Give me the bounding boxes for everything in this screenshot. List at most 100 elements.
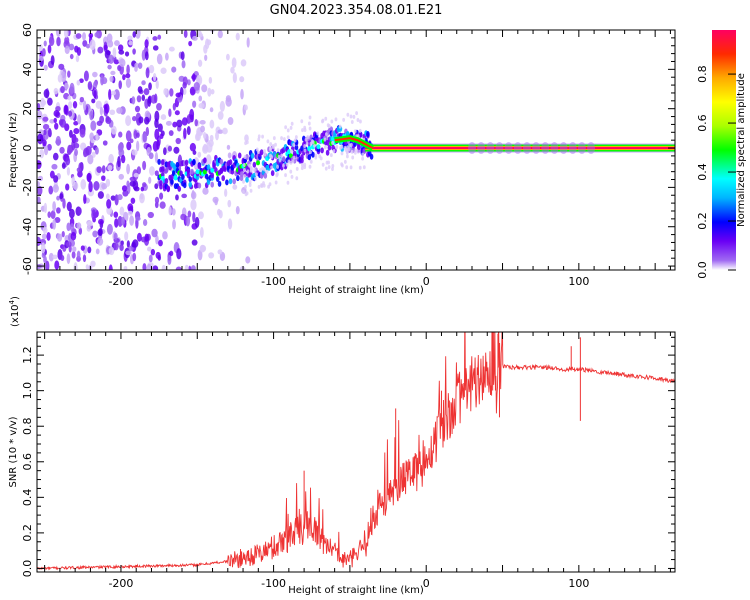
spectrogram-halo-blob: [349, 114, 353, 119]
spectrogram-noise-blob: [126, 141, 132, 151]
spectrogram-noise-blob: [240, 59, 247, 67]
carrier-puff: [577, 142, 586, 155]
spectrogram-noise-blob: [93, 81, 98, 89]
spectrogram-noise-blob: [123, 265, 128, 270]
spectrogram-halo-blob: [332, 148, 336, 153]
spectrogram-noise-blob: [82, 39, 88, 47]
spectrogram-noise-blob: [135, 140, 140, 152]
spectrogram-signal-peak: [202, 169, 207, 175]
spectrogram-noise-blob: [150, 248, 156, 256]
spectrogram-halo-blob: [303, 144, 307, 149]
spectrogram-noise-blob: [95, 133, 99, 141]
spectrogram-signal-blob: [259, 149, 264, 156]
spectrogram-noise-blob: [165, 120, 172, 126]
spectrogram-noise-blob: [56, 36, 61, 47]
spectrogram-noise-blob: [183, 127, 187, 140]
spectrogram-noise-blob: [129, 176, 136, 182]
spectrogram-noise-blob: [120, 154, 126, 164]
spectrogram-noise-blob: [119, 58, 126, 67]
spectrogram-halo-blob: [248, 180, 252, 185]
spectrogram-halo-blob: [265, 169, 269, 174]
spectrogram-noise-blob: [182, 87, 187, 95]
spectrogram-noise-blob: [151, 228, 158, 238]
spectrogram-noise-blob: [107, 165, 113, 171]
spectrogram-noise-blob: [197, 151, 202, 158]
spectrogram-noise-blob: [50, 55, 55, 65]
spectrogram-noise-blob: [182, 82, 187, 89]
spectrogram-halo-blob: [343, 159, 347, 164]
spectrogram-noise-blob: [42, 48, 46, 57]
spectrogram-halo-blob: [355, 111, 358, 116]
spectrogram-noise-blob: [47, 143, 52, 151]
spectrogram-halo-blob: [242, 189, 245, 194]
spectrogram-halo-blob: [249, 168, 253, 173]
spectrogram-noise-blob: [198, 211, 204, 220]
spectrogram-noise-blob: [73, 128, 80, 135]
spectrogram-noise-blob: [95, 248, 100, 255]
colorbar-tick-label: 0.6: [696, 114, 709, 131]
spectrogram-halo-blob: [350, 119, 354, 124]
spectrogram-noise-blob: [108, 246, 115, 256]
spectrogram-noise-blob: [147, 211, 154, 219]
spectrogram-noise-blob: [200, 125, 205, 133]
spectrogram-halo-blob: [314, 153, 318, 158]
spectrogram-noise-blob: [137, 62, 143, 69]
spectrogram-noise-blob: [171, 208, 176, 216]
spectrogram-noise-blob: [148, 176, 152, 184]
spectrogram-noise-blob: [69, 82, 75, 94]
spectrogram-noise-blob: [114, 40, 120, 46]
spectrogram-noise-blob: [53, 87, 59, 95]
spectrogram-noise-blob: [163, 88, 168, 96]
spectrogram-halo-blob: [304, 137, 308, 142]
colorbar: 0.0 0.2 0.4 0.6 0.8 Normalized spectral ampl…: [696, 30, 747, 279]
spectrogram-halo-blob: [309, 150, 312, 155]
spectrogram-halo-blob: [295, 166, 299, 171]
spectrogram-noise-blob: [87, 154, 94, 165]
spectrogram-halo-blob: [358, 128, 362, 133]
spectrogram-halo-blob: [301, 128, 304, 133]
spectrogram-noise-blob: [206, 142, 213, 153]
spectrogram-noise-blob: [209, 107, 214, 113]
spectrogram-noise-blob: [117, 142, 124, 153]
spectrogram-ytick-label: -20: [21, 178, 34, 196]
spectrogram-noise-blob: [67, 70, 71, 78]
spectrogram-noise-blob: [80, 245, 85, 251]
spectrogram-halo-blob: [361, 156, 365, 161]
spectrogram-noise-blob: [133, 172, 139, 178]
spectrogram-halo-blob: [308, 164, 312, 169]
spectrogram-noise-blob: [52, 152, 59, 161]
spectrogram-halo-blob: [340, 162, 344, 167]
spectrogram-noise-blob: [88, 32, 94, 39]
spectrogram-noise-blob: [148, 254, 153, 263]
spectrogram-noise-blob: [68, 208, 75, 219]
spectrogram-noise-blob: [125, 77, 132, 88]
spectrogram-noise-blob: [189, 142, 197, 152]
spectrogram-halo-blob: [324, 116, 328, 121]
spectrogram-halo-blob: [300, 119, 304, 124]
spectrogram-noise-blob: [125, 73, 131, 79]
spectrogram-signal-blob: [182, 182, 187, 189]
spectrogram-signal-blob: [221, 175, 226, 182]
spectrogram-noise-blob: [152, 141, 159, 152]
spectrogram-noise-blob: [139, 192, 145, 204]
spectrogram-halo-blob: [327, 165, 331, 170]
spectrogram-noise-blob: [101, 182, 108, 190]
spectrogram-noise-blob: [118, 80, 122, 90]
spectrogram-halo-blob: [248, 182, 252, 187]
spectrogram-noise-blob: [58, 63, 65, 70]
spectrogram-noise-blob: [136, 132, 140, 138]
carrier-puff: [513, 142, 522, 155]
spectrogram-noise-blob: [82, 100, 87, 111]
spectrogram-noise-blob: [210, 89, 215, 95]
spectrogram-noise-blob: [108, 88, 112, 101]
spectrogram-noise-blob: [239, 76, 245, 83]
spectrogram-xtick-label: 100: [568, 275, 589, 288]
spectrogram-halo-blob: [316, 131, 320, 136]
spectrogram-noise-blob: [136, 166, 142, 175]
spectrogram-halo-blob: [307, 121, 311, 126]
spectrogram-signal-peak: [316, 144, 321, 150]
spectrogram-noise-blob: [74, 45, 79, 53]
spectrogram-noise-blob: [63, 30, 69, 38]
spectrogram-halo-blob: [295, 176, 299, 181]
spectrogram-signal-peak: [195, 169, 200, 175]
